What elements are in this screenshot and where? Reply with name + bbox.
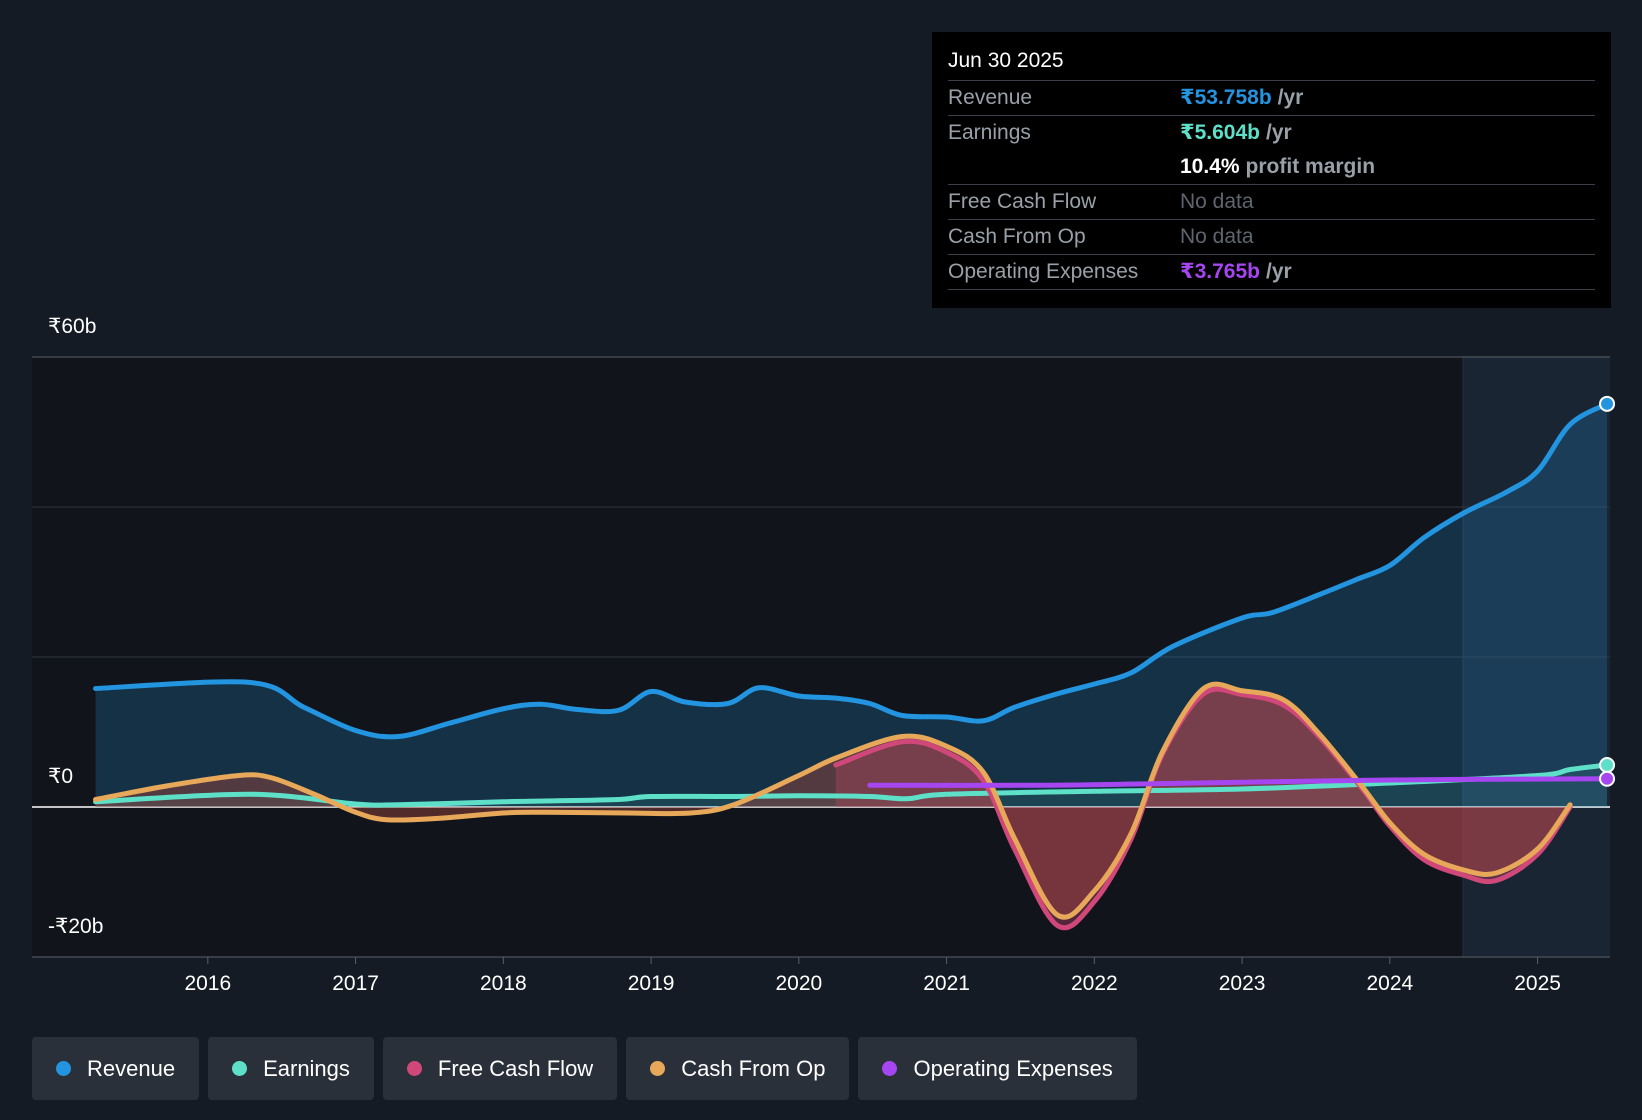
tooltip-unit: /yr (1266, 260, 1292, 283)
legend: Revenue Earnings Free Cash Flow Cash From O… (32, 1037, 1137, 1100)
legend-item[interactable]: Earnings (208, 1037, 374, 1100)
x-tick-label: 2023 (1219, 972, 1266, 995)
legend-label: Revenue (87, 1055, 176, 1081)
x-tick-label: 2021 (923, 972, 970, 995)
legend-label: Cash From Op (681, 1055, 826, 1081)
tooltip-date: Jun 30 2025 (948, 46, 1595, 81)
x-tick-label: 2017 (332, 972, 379, 995)
y-tick-label: -₹20b (48, 915, 103, 938)
tooltip-label: Free Cash Flow (948, 190, 1097, 213)
legend-dot (232, 1061, 248, 1076)
series-line (93, 401, 1610, 740)
series-line (867, 776, 1610, 788)
legend-dot (406, 1061, 422, 1076)
tooltip-label (948, 150, 1180, 184)
end-point (1599, 770, 1616, 787)
legend-label: Earnings (263, 1055, 350, 1081)
tooltip-row: Cash From Op No data (948, 220, 1595, 255)
tooltip-label: Operating Expenses (948, 260, 1139, 283)
tooltip-unit: /yr (1277, 86, 1304, 109)
x-tick-label: 2024 (1366, 972, 1413, 995)
tooltip-value: ₹53.758b (1180, 86, 1272, 109)
tooltip-value: No data (1180, 225, 1254, 248)
tooltip-label: Earnings (948, 121, 1031, 144)
legend-label: Free Cash Flow (437, 1055, 594, 1081)
tooltip-label: Revenue (948, 86, 1033, 109)
legend-item[interactable]: Revenue (32, 1037, 200, 1100)
series-area (95, 684, 1571, 918)
x-tick-label: 2018 (480, 972, 527, 995)
series-area (95, 764, 1608, 807)
tooltip-unit: /yr (1266, 121, 1292, 144)
legend-dot (882, 1061, 898, 1076)
tooltip-row: Free Cash Flow No data (948, 185, 1595, 220)
tooltip-row: Revenue ₹53.758b/yr (948, 81, 1595, 116)
series-area (95, 403, 1608, 807)
x-tick-label: 2025 (1514, 972, 1561, 995)
x-tick-label: 2019 (628, 972, 675, 995)
end-point (1599, 395, 1616, 412)
legend-item[interactable]: Operating Expenses (858, 1037, 1137, 1100)
tooltip-value: 10.4% (1180, 155, 1240, 178)
tooltip-value: ₹5.604b (1180, 121, 1260, 144)
tooltip-unit: profit margin (1245, 155, 1376, 178)
series-area (835, 689, 1571, 928)
x-tick-label: 2022 (1071, 972, 1118, 995)
series-line (93, 762, 1610, 808)
x-tick-label: 2016 (184, 972, 231, 995)
tooltip: Jun 30 2025 Revenue ₹53.758b/yr Earnings ₹… (932, 32, 1611, 308)
tooltip-value: No data (1180, 190, 1254, 213)
x-tick-label: 2020 (775, 972, 822, 995)
legend-dot (650, 1061, 666, 1076)
tooltip-row: Operating Expenses ₹3.765b/yr (948, 255, 1595, 290)
areas (95, 403, 1608, 928)
legend-item[interactable]: Cash From Op (626, 1037, 850, 1100)
lines (93, 401, 1610, 931)
legend-item[interactable]: Free Cash Flow (382, 1037, 618, 1100)
tooltip-label: Cash From Op (948, 225, 1086, 248)
series-line (93, 681, 1573, 920)
tooltip-row: 10.4% profit margin (948, 150, 1595, 185)
y-tick-label: ₹60b (48, 315, 96, 338)
legend-dot (56, 1061, 71, 1076)
tooltip-value: ₹3.765b (1180, 260, 1260, 283)
y-tick-label: ₹0 (48, 765, 73, 788)
legend-label: Operating Expenses (913, 1055, 1113, 1081)
tooltip-row: Earnings ₹5.604b/yr (948, 116, 1595, 150)
end-point (1599, 756, 1616, 773)
